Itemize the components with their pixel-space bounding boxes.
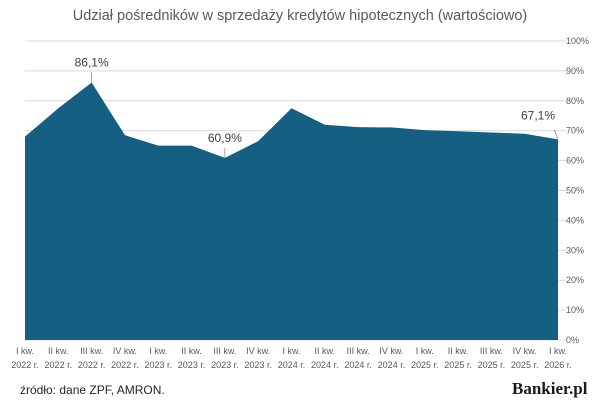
x-tick-label: 2022 r.: [78, 360, 106, 370]
x-tick-label: II kw.: [181, 346, 202, 356]
data-label: 86,1%: [75, 56, 109, 70]
x-tick-label: 2026 r.: [544, 360, 572, 370]
x-tick-label: IV kw.: [246, 346, 270, 356]
x-tick-label: IV kw.: [513, 346, 537, 356]
brand-logo: Bankier.pl: [512, 379, 588, 398]
x-tick-label: II kw.: [448, 346, 469, 356]
x-tick-label: 2024 r.: [378, 360, 406, 370]
y-tick-label: 40%: [566, 215, 584, 225]
x-tick-label: III kw.: [347, 346, 370, 356]
source-note: źródło: dane ZPF, AMRON.: [20, 383, 165, 397]
x-tick-label: II kw.: [48, 346, 69, 356]
y-tick-label: 90%: [566, 66, 584, 76]
series-area: [25, 82, 558, 340]
x-tick-label: 2024 r.: [311, 360, 339, 370]
data-label: 60,9%: [208, 131, 242, 145]
x-tick-label: I kw.: [149, 346, 167, 356]
x-tick-label: III kw.: [80, 346, 103, 356]
x-tick-label: I kw.: [549, 346, 567, 356]
x-tick-label: 2022 r.: [111, 360, 139, 370]
x-tick-label: 2023 r.: [211, 360, 239, 370]
y-tick-label: 70%: [566, 126, 584, 136]
x-tick-label: IV kw.: [379, 346, 403, 356]
x-tick-label: III kw.: [480, 346, 503, 356]
y-tick-label: 50%: [566, 186, 584, 196]
x-tick-label: 2023 r.: [178, 360, 206, 370]
x-tick-label: I kw.: [282, 346, 300, 356]
x-tick-label: III kw.: [213, 346, 236, 356]
x-tick-label: 2025 r.: [511, 360, 539, 370]
x-tick-label: 2022 r.: [45, 360, 73, 370]
chart-title: Udział pośredników w sprzedaży kredytów …: [72, 8, 528, 24]
x-tick-label: 2023 r.: [144, 360, 172, 370]
data-label-leader: [553, 129, 559, 140]
y-tick-label: 20%: [566, 275, 584, 285]
y-tick-label: 30%: [566, 245, 584, 255]
x-tick-label: I kw.: [16, 346, 34, 356]
x-tick-label: IV kw.: [113, 346, 137, 356]
y-tick-label: 10%: [566, 305, 584, 315]
x-tick-label: I kw.: [416, 346, 434, 356]
x-tick-label: II kw.: [315, 346, 336, 356]
y-tick-label: 100%: [566, 36, 589, 46]
x-tick-label: 2025 r.: [444, 360, 472, 370]
x-tick-label: 2025 r.: [478, 360, 506, 370]
x-tick-label: 2022 r.: [11, 360, 39, 370]
x-tick-label: 2024 r.: [344, 360, 372, 370]
y-tick-label: 0%: [566, 335, 579, 345]
y-tick-label: 60%: [566, 156, 584, 166]
x-tick-label: 2024 r.: [278, 360, 306, 370]
data-label: 67,1%: [521, 108, 555, 122]
y-tick-label: 80%: [566, 96, 584, 106]
x-tick-label: 2025 r.: [411, 360, 439, 370]
x-tick-label: 2023 r.: [244, 360, 272, 370]
